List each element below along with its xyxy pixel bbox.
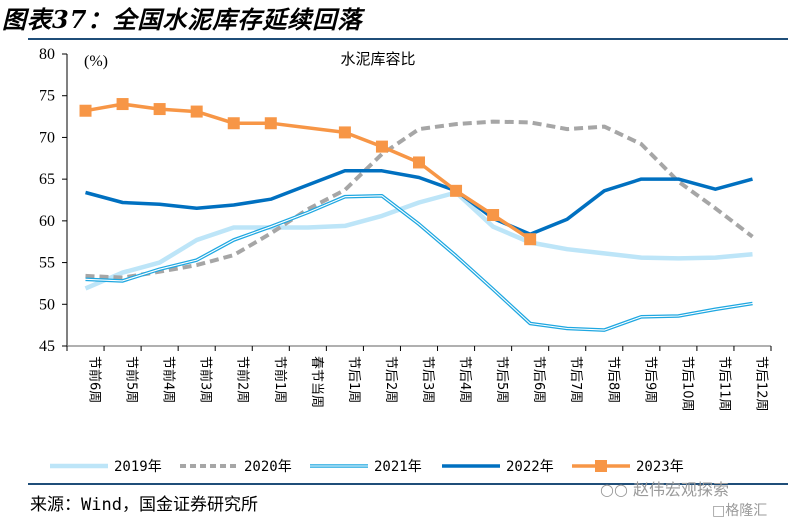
watermark-text: 赵伟宏观探索 [633,480,730,499]
data-point [450,184,463,197]
x-tick-label: 节后12周 [753,356,768,412]
data-point [524,233,537,246]
data-point [153,103,166,116]
data-point [227,117,240,130]
y-tick-label: 50 [39,296,55,313]
watermark: ○○ 赵伟宏观探索 [600,476,729,500]
x-tick-label: 春节当周 [309,356,324,408]
x-tick-label: 节后4周 [457,356,472,403]
y-tick-label: 70 [39,129,55,146]
data-point [79,104,92,117]
data-point [487,209,500,222]
wechat-icon: ○○ [600,480,634,499]
x-tick-label: 节后1周 [346,356,361,403]
x-tick-label: 节前4周 [161,356,177,403]
gelonghui-logo-icon: □ [712,503,726,519]
legend-item: 2019年 [50,459,162,475]
x-tick-label: 节后10周 [679,356,694,412]
legend-item: 2020年 [180,459,292,475]
series-line [84,190,753,291]
data-point [338,126,351,139]
series-2022 [85,169,753,236]
x-tick-label: 节前6周 [87,356,103,403]
line-chart: 水泥库容比 (%) 45 50 55 60 65 70 75 80 节前6周 节前5周 节前4周 节前… [39,46,772,475]
data-point [375,140,388,153]
y-tick-label: 65 [39,171,55,188]
series-2023 [79,98,537,246]
legend-label: 2022年 [506,459,554,475]
data-point [190,105,203,118]
x-tick-label: 节后2周 [383,356,398,403]
legend-label: 2021年 [374,459,422,475]
y-tick-label: 55 [39,255,55,272]
x-tick-label: 节前1周 [272,356,288,403]
axes: 45 50 55 60 65 70 75 80 节前6周 节前5周 节前4周 节前3周 节前2周 节前1周… [39,46,772,412]
series-line [85,102,532,241]
legend-marker [595,460,607,472]
x-tick-label: 节后6周 [531,356,546,403]
x-tick-label: 节后7周 [568,356,583,403]
legend-label: 2019年 [114,459,162,475]
x-tick-label: 节后3周 [420,356,435,403]
x-tick-label: 节前5周 [124,356,140,403]
series-line [85,119,754,280]
data-point [264,117,277,130]
source-note: 来源：Wind，国金证券研究所 [30,495,258,515]
data-point [413,156,425,169]
y-tick-label: 45 [39,338,55,355]
y-tick-label: 60 [39,213,55,230]
legend-item: 2023年 [572,459,684,475]
series-layer [79,98,754,332]
series-2021 [85,194,753,332]
series-line-inner [85,195,753,331]
y-unit-label: (%) [84,53,108,70]
chart-title: 水泥库容比 [340,50,415,68]
series-2020 [85,119,754,280]
series-2019 [84,190,753,291]
figure-title: 图表37：全国水泥库存延续回落 [2,5,363,34]
x-tick-label: 节前3周 [198,356,214,403]
y-tick-label: 80 [39,46,55,63]
x-tick-label: 节前2周 [235,356,251,403]
series-line [85,169,753,236]
legend-item: 2022年 [442,459,554,475]
x-tick-label: 节后5周 [494,356,509,403]
x-tick-label: 节后8周 [605,356,620,403]
data-point [116,98,129,111]
legend-item: 2021年 [310,459,422,475]
watermark-secondary-text: 格隆汇 [725,503,768,519]
y-tick-label: 75 [39,88,55,105]
legend: 2019年 2020年 2021年 2022年 2023年 [50,459,684,475]
x-tick-label: 节后9周 [642,356,657,403]
legend-label: 2020年 [244,459,292,475]
watermark-secondary: □格隆汇 [712,500,767,520]
x-tick-label: 节后11周 [716,356,731,412]
title-divider [28,38,788,40]
legend-label: 2023年 [636,459,684,475]
footer-divider [28,483,788,485]
